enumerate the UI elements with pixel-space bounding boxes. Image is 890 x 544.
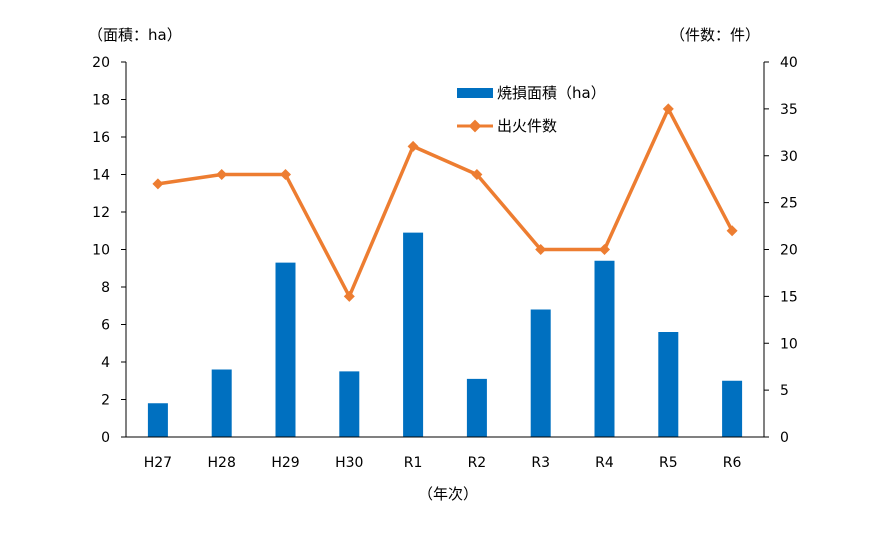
right-tick-label-35: 35	[780, 102, 798, 118]
line-point-H29	[280, 169, 291, 180]
left-tick-label-16: 16	[92, 130, 110, 146]
bar-R6	[722, 380, 743, 437]
line-layer	[152, 103, 738, 302]
left-tick-label-0: 0	[101, 430, 110, 446]
right-tick-label-40: 40	[780, 55, 798, 71]
x-axis-title: （年次）	[418, 485, 478, 503]
line-point-R2	[471, 169, 483, 180]
line-point-R4	[599, 244, 610, 255]
legend: 焼損面積（ha） 出火件数	[457, 84, 606, 135]
right-axis-unit-label: （件数：件）	[670, 26, 760, 44]
line-point-H28	[216, 169, 228, 180]
left-tick-label-2: 2	[101, 393, 110, 409]
bars-layer	[147, 232, 743, 437]
x-tick-label-R5: R5	[659, 455, 678, 471]
line-point-H27	[152, 178, 164, 190]
right-tick-label-10: 10	[780, 336, 798, 352]
bar-H29	[275, 262, 296, 437]
line-point-R3	[535, 244, 547, 255]
line-point-R6	[726, 225, 738, 237]
left-tick-label-12: 12	[92, 205, 110, 221]
line-point-R5	[662, 103, 674, 115]
line-point-R1	[407, 140, 419, 152]
x-tick-label-H28: H28	[208, 455, 236, 471]
left-tick-label-6: 6	[101, 318, 110, 334]
left-tick-label-10: 10	[92, 243, 110, 259]
legend-line-label: 出火件数	[497, 117, 557, 135]
left-tick-label-20: 20	[92, 55, 110, 71]
x-tick-label-R4: R4	[595, 455, 614, 471]
right-tick-label-0: 0	[780, 430, 789, 446]
bar-H28	[211, 369, 232, 437]
x-tick-label-H27: H27	[144, 455, 172, 471]
bar-R4	[594, 260, 615, 437]
left-tick-label-8: 8	[101, 280, 110, 296]
x-tick-label-H30: H30	[335, 455, 363, 471]
bar-H27	[147, 403, 168, 437]
bar-H30	[339, 371, 360, 437]
x-tick-label-R1: R1	[404, 455, 423, 471]
x-tick-label-R3: R3	[531, 455, 550, 471]
x-tick-label-R2: R2	[468, 455, 487, 471]
bar-R1	[403, 232, 424, 437]
bar-R3	[530, 309, 551, 437]
left-tick-label-14: 14	[92, 168, 110, 184]
legend-line-marker	[468, 119, 482, 133]
legend-bar-label: 焼損面積（ha）	[497, 84, 606, 102]
right-tick-label-20: 20	[780, 243, 798, 259]
left-tick-label-18: 18	[92, 93, 110, 109]
right-tick-label-15: 15	[780, 289, 798, 305]
right-tick-label-25: 25	[780, 196, 798, 212]
left-axis-unit-label: （面積：ha）	[88, 26, 182, 44]
legend-bar-swatch	[457, 88, 493, 98]
ticks-layer: 0 2 4 6 8 10 12 14 16 18 20 0 5 10 15 20 25 30 35 40 H27 H28 H…	[92, 55, 798, 471]
right-tick-label-30: 30	[780, 149, 798, 165]
left-tick-label-4: 4	[101, 355, 110, 371]
bar-R5	[658, 332, 679, 437]
line-point-H30	[343, 290, 355, 302]
right-tick-label-5: 5	[780, 383, 789, 399]
x-tick-label-H29: H29	[271, 455, 299, 471]
bar-R2	[466, 378, 487, 437]
line-series-path	[157, 107, 734, 299]
x-tick-label-R6: R6	[723, 455, 742, 471]
